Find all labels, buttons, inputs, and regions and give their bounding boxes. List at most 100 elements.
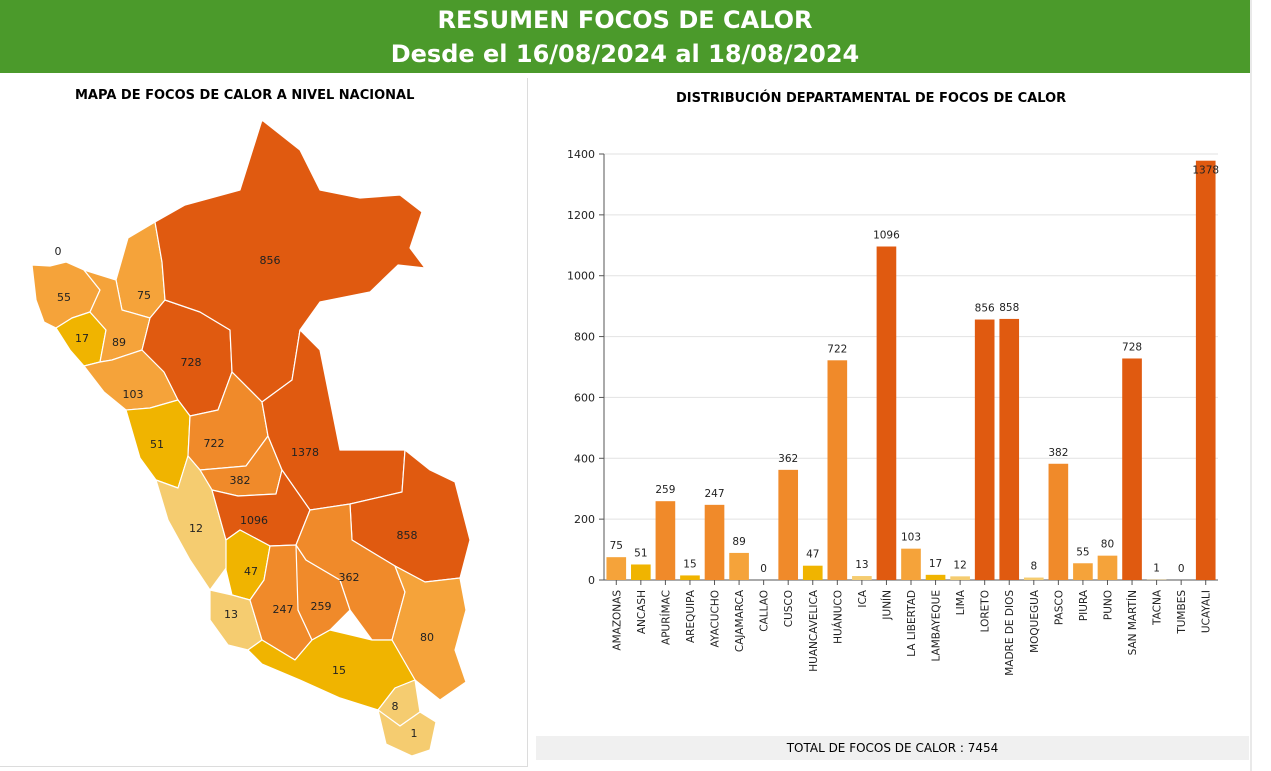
bar-cajamarca (729, 552, 749, 580)
bar-huanuco (827, 360, 848, 580)
x-tick-label-cusco: CUSCO (783, 590, 795, 627)
peru-heat-map: 0 55 17 75 89 103 728 856 51 722 382 1378 12 1096 858 4… (31, 119, 471, 757)
map-label-ucayali: 1378 (291, 446, 319, 459)
bar-ayacucho (704, 504, 725, 580)
y-tick-label-800: 800 (574, 331, 595, 344)
bar-value-junin: 1096 (873, 230, 900, 242)
x-tick-label-huancavelica: HUANCAVELICA (808, 589, 820, 672)
x-tick-label-huanuco: HUÁNUCO (831, 590, 844, 644)
x-tick-label-cajamarca: CAJAMARCA (734, 589, 746, 652)
y-tick-label-1000: 1000 (567, 270, 595, 283)
bar-value-arequipa: 15 (683, 558, 696, 570)
y-tick-label-1200: 1200 (567, 209, 595, 222)
bar-value-ancash: 51 (634, 547, 647, 559)
bar-value-huancavelica: 47 (806, 549, 819, 561)
bar-piura (1073, 563, 1093, 580)
right-border (1250, 0, 1252, 771)
x-tick-label-moquegua: MOQUEGUA (1029, 589, 1041, 653)
map-region-puno (391, 565, 467, 701)
x-tick-label-la-libertad: LA LIBERTAD (906, 590, 918, 657)
report-header: RESUMEN FOCOS DE CALOR Desde el 16/08/20… (0, 0, 1250, 73)
x-tick-label-tumbes: TUMBES (1176, 590, 1188, 635)
bar-moquegua (1023, 577, 1044, 580)
bar-value-piura: 55 (1076, 546, 1089, 558)
bar-ancash (631, 564, 651, 580)
map-label-lima: 12 (189, 522, 203, 535)
bar-value-tumbes: 0 (1178, 563, 1185, 575)
bar-value-cusco: 362 (778, 453, 798, 465)
map-label-cusco: 362 (339, 571, 360, 584)
map-label-ancash: 51 (150, 438, 164, 451)
bar-value-lima: 12 (953, 559, 966, 571)
map-region-loreto (154, 119, 426, 403)
bar-arequipa (680, 575, 700, 580)
y-tick-label-600: 600 (574, 391, 595, 404)
bar-value-moquegua: 8 (1030, 561, 1037, 573)
map-label-amazonas: 75 (137, 289, 151, 302)
bar-ica (852, 576, 872, 580)
x-tick-label-junin: JUNÍN (880, 590, 893, 621)
bar-value-san-martin: 728 (1122, 341, 1142, 353)
map-label-arequipa: 15 (332, 664, 346, 677)
map-label-ayacucho: 247 (273, 603, 294, 616)
x-tick-label-lima: LIMA (955, 589, 967, 615)
bar-value-ica: 13 (855, 559, 868, 571)
x-tick-label-ica: ICA (857, 589, 869, 607)
bar-cusco (778, 469, 799, 580)
bar-pasco (1048, 463, 1069, 580)
map-label-puno: 80 (420, 631, 434, 644)
bar-la-libertad (901, 548, 921, 580)
map-label-piura: 55 (57, 291, 71, 304)
bar-value-huanuco: 722 (827, 343, 847, 355)
map-label-loreto: 856 (260, 254, 281, 267)
bar-lima (950, 576, 970, 580)
map-label-san-martin: 728 (181, 356, 202, 369)
bar-value-loreto: 856 (975, 303, 995, 315)
map-label-lambayeque: 17 (75, 332, 89, 345)
bar-value-ayacucho: 247 (704, 488, 724, 500)
bar-value-lambayeque: 17 (929, 558, 942, 570)
bar-puno (1097, 555, 1118, 580)
map-label-cajamarca: 89 (112, 336, 126, 349)
bar-chart: 020040060080010001200140075AMAZONAS51ANC… (567, 148, 1219, 676)
map-label-pasco: 382 (230, 474, 251, 487)
report-title: RESUMEN FOCOS DE CALOR (437, 6, 813, 34)
map-region-arequipa (247, 629, 416, 711)
bar-ucayali (1195, 160, 1216, 581)
y-tick-label-400: 400 (574, 452, 595, 465)
bar-value-apurimac: 259 (655, 484, 675, 496)
bar-loreto (974, 319, 995, 580)
map-label-ica: 13 (224, 608, 238, 621)
x-tick-label-arequipa: AREQUIPA (685, 589, 697, 643)
map-label-huancavelica: 47 (244, 565, 258, 578)
y-tick-label-200: 200 (574, 513, 595, 526)
x-tick-label-callao: CALLAO (759, 590, 771, 632)
x-tick-label-tacna: TACNA (1152, 589, 1164, 626)
bar-amazonas (606, 557, 627, 580)
bar-value-cajamarca: 89 (732, 536, 745, 548)
x-tick-label-pasco: PASCO (1053, 590, 1065, 625)
total-footer: TOTAL DE FOCOS DE CALOR : 7454 (536, 736, 1249, 760)
total-label: TOTAL DE FOCOS DE CALOR : 7454 (786, 741, 999, 755)
x-tick-label-apurimac: APURÍMAC (659, 590, 672, 645)
x-tick-label-ayacucho: AYACUCHO (710, 590, 722, 647)
map-label-madre-de-dios: 858 (397, 529, 418, 542)
y-tick-label-0: 0 (588, 574, 595, 587)
map-title: MAPA DE FOCOS DE CALOR A NIVEL NACIONAL (75, 88, 415, 103)
x-tick-label-lambayeque: LAMBAYEQUE (931, 590, 943, 662)
bar-value-callao: 0 (760, 563, 767, 575)
bar-value-ucayali: 1378 (1192, 165, 1219, 177)
bar-value-pasco: 382 (1048, 447, 1068, 459)
bar-san-martin (1122, 358, 1142, 580)
map-panel: MAPA DE FOCOS DE CALOR A NIVEL NACIONAL … (0, 78, 528, 767)
bar-madre-de-dios (999, 318, 1020, 580)
x-tick-label-ancash: ANCASH (636, 590, 648, 634)
map-label-la-libertad: 103 (123, 388, 144, 401)
x-tick-label-puno: PUNO (1102, 590, 1114, 620)
map-region-tacna (377, 709, 437, 757)
bar-lambayeque (925, 574, 946, 580)
x-tick-label-ucayali: UCAYALI (1201, 590, 1213, 633)
x-tick-label-amazonas: AMAZONAS (611, 590, 623, 651)
map-label-tacna: 1 (411, 727, 418, 740)
bar-value-la-libertad: 103 (901, 532, 921, 544)
